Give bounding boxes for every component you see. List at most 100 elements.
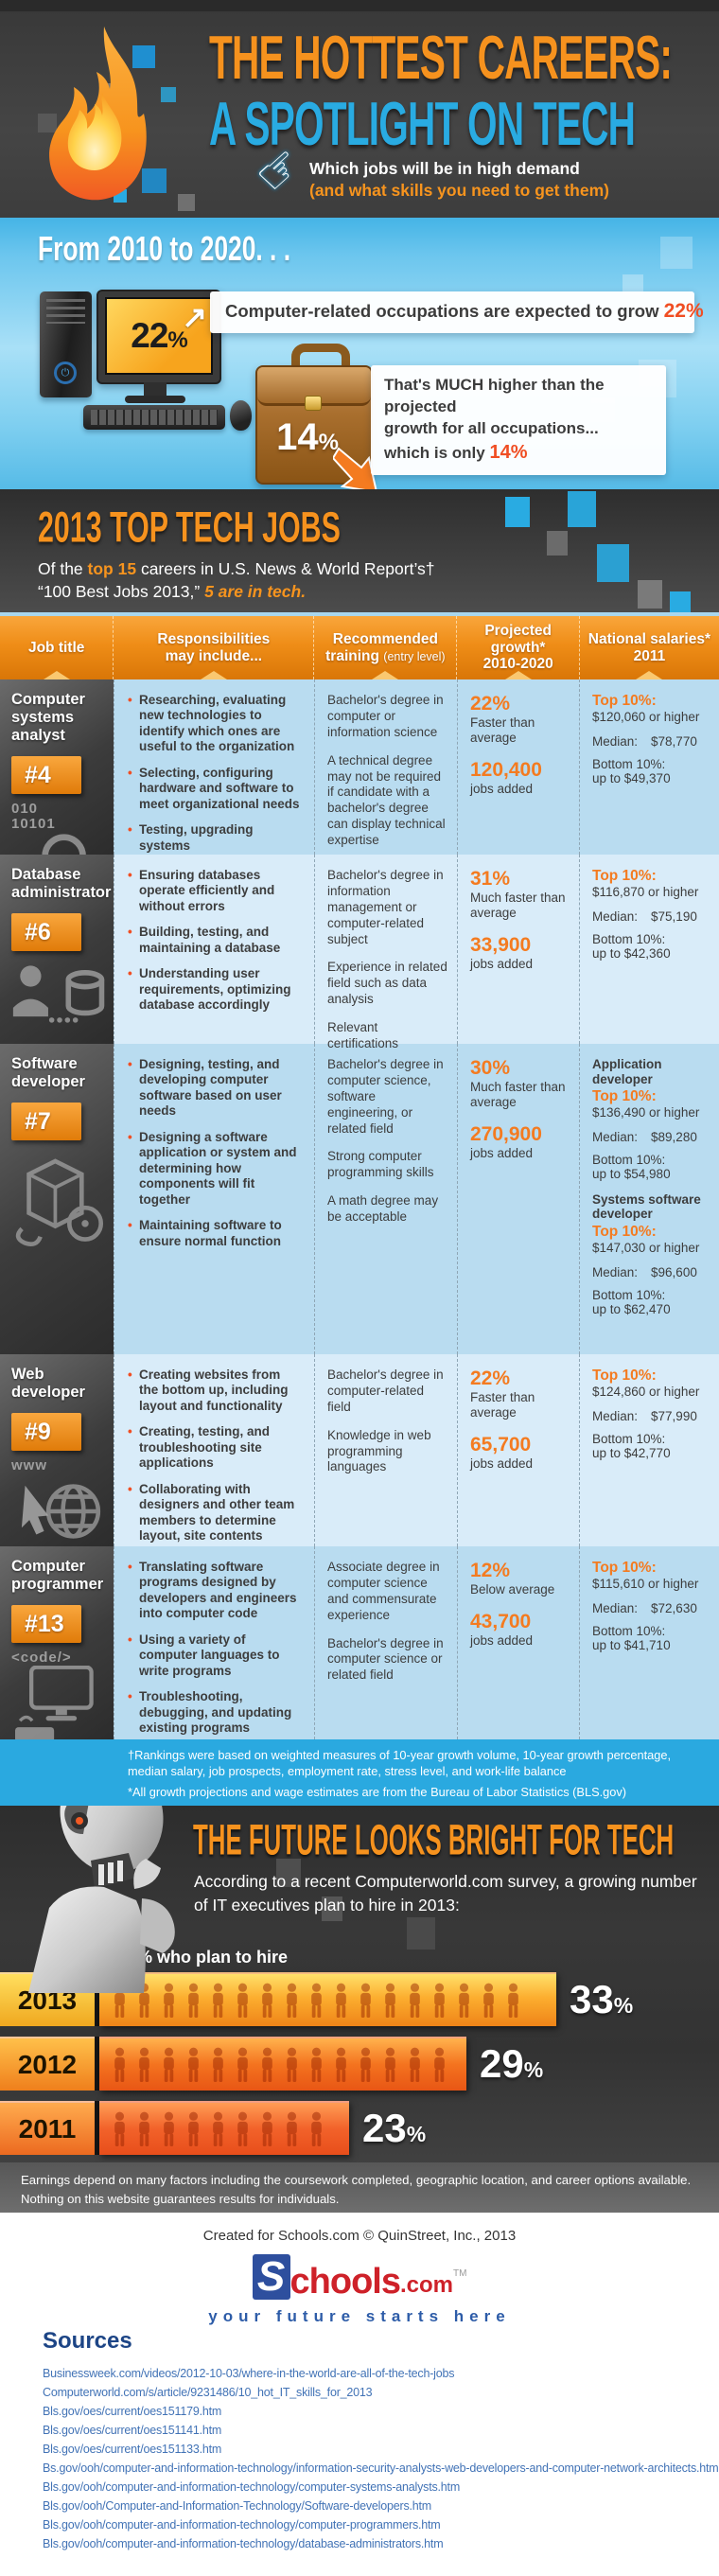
bar-divider (95, 2037, 99, 2091)
rank-badge: #6 (11, 912, 81, 951)
job-icon-caption: 010 (11, 800, 39, 817)
top10-label: Top 10%: (592, 868, 657, 884)
col-header-training: Recommended training (entry level) (313, 616, 456, 679)
growth-callout-all-occupations: That's MUCH higher than the projected gr… (371, 365, 666, 475)
col-header-growth: Projected growth* 2010-2020 (456, 616, 578, 679)
bottom10-value: up to $42,770 (592, 1445, 671, 1460)
median-row: Median: $89,280 (592, 1130, 711, 1144)
decor-square (505, 497, 530, 527)
median-row: Median: $75,190 (592, 909, 711, 924)
job-icon-caption: <code/> (11, 1649, 72, 1666)
mouse-illustration (230, 400, 252, 431)
logo-wordmark: chools (289, 2262, 401, 2302)
job-title-cell: Software developer #7 (0, 1044, 114, 1354)
source-link[interactable]: Businessweek.com/videos/2012-10-03/where… (43, 2367, 455, 2380)
responsibilities-cell: Creating websites from the bottom up, in… (114, 1354, 314, 1546)
source-link[interactable]: Bls.gov/oes/current/oes151133.htm (43, 2443, 222, 2456)
year-label: 2012 (0, 2037, 95, 2091)
median-value: $89,280 (651, 1129, 697, 1144)
decor-square (322, 1897, 342, 1921)
source-link[interactable]: Bls.gov/ooh/Computer-and-Information-Tec… (43, 2499, 432, 2513)
rank-badge: #13 (11, 1604, 81, 1643)
bar-divider (95, 1972, 99, 2026)
median-row: Median: $96,600 (592, 1265, 711, 1279)
growth-cell: 31% Much faster than average 33,900 jobs ad… (457, 855, 579, 1044)
jobs-added-value: 270,900 (470, 1123, 542, 1146)
growth-cell: 30% Much faster than average 270,900 jobs a… (457, 1044, 579, 1354)
training-item: Relevant certifications (327, 1020, 399, 1050)
bottom10-row: Bottom 10%: up to $49,370 (592, 757, 711, 785)
future-subtitle-line2: of IT executives plan to hire in 2013: (194, 1896, 460, 1914)
bar-divider (95, 2101, 99, 2155)
hero-subtitle-line2: (and what skills you need to get them) (309, 181, 609, 200)
earnings-disclaimer: Earnings depend on many factors includin… (21, 2173, 692, 2207)
job-icon-caption: www (11, 1456, 48, 1473)
future-heading: THE FUTURE LOOKS BRIGHT FOR TECH (193, 1817, 675, 1865)
growth-label: Much faster than average (470, 1080, 566, 1110)
top10-label: Top 10%: (592, 1560, 657, 1576)
source-link[interactable]: Bls.gov/oes/current/oes151179.htm (43, 2405, 222, 2418)
responsibility-item: Creating, testing, and troubleshooting s… (128, 1424, 303, 1471)
callout-highlight: 14% (489, 441, 528, 463)
footer-section: Created for Schools.com © QuinStreet, In… (0, 2213, 719, 2576)
monitor-screen: 22% ↗ (105, 297, 213, 375)
job-title-cell: Computer programmer #13 <code/> (0, 1546, 114, 1739)
created-for-line: Created for Schools.com © QuinStreet, In… (202, 2228, 517, 2244)
responsibility-item: Collaborating with designers and other t… (128, 1482, 303, 1544)
training-item: A math degree may be acceptable (327, 1193, 439, 1224)
responsibility-item: Building, testing, and maintaining a dat… (128, 925, 303, 956)
decor-square (547, 531, 568, 556)
median-label: Median: (592, 1600, 639, 1615)
responsibilities-cell: Researching, evaluating new technologies… (114, 679, 314, 855)
callout-line: which is only 14% (384, 441, 528, 463)
bls-footnote: *All growth projections and wage estimat… (128, 1785, 627, 1800)
source-link[interactable]: Bs.gov/ooh/computer-and-information-tech… (43, 2461, 719, 2475)
bottom10-value: up to $42,360 (592, 945, 671, 961)
salary-group: Top 10%: $124,860 or higher Median: $77,990… (592, 1367, 711, 1460)
training-item: Knowledge in web programming languages (327, 1427, 431, 1474)
growth-percent: 30% (470, 1057, 511, 1079)
training-item: Associate degree in computer science and… (327, 1560, 440, 1622)
source-link[interactable]: Computerworld.com/s/article/9231486/10_h… (43, 2386, 373, 2399)
jobs-added-value: 33,900 (470, 934, 532, 957)
computer-monitor-illustration: 22% ↗ (96, 290, 221, 384)
training-cell: Associate degree in computer science and… (314, 1546, 457, 1739)
salary-group-heading: Systems software developer (592, 1191, 701, 1222)
briefcase-clasp (305, 396, 322, 411)
training-item: A technical degree may not be required i… (327, 752, 446, 847)
responsibility-item: Troubleshooting, debugging, and updating… (128, 1689, 303, 1736)
hiring-bar-chart: 2013 33% 2012 29% 2011 23% (0, 1972, 719, 2165)
up-arrow-icon: ↗ (182, 300, 207, 334)
source-link[interactable]: Bls.gov/ooh/computer-and-information-tec… (43, 2518, 441, 2532)
responsibility-item: Translating software programs designed b… (128, 1560, 303, 1622)
growth-cell: 22% Faster than average 65,700 jobs added (457, 1354, 579, 1546)
training-item: Bachelor's degree in computer science, s… (327, 1057, 444, 1136)
job-icon-code-monitor: <code/> (11, 1650, 106, 1739)
growth-cell: 22% Faster than average 120,400 jobs added (457, 679, 579, 855)
source-link[interactable]: Bls.gov/oes/current/oes151141.htm (43, 2424, 222, 2437)
bottom10-row: Bottom 10%: up to $42,360 (592, 932, 711, 961)
top-strip (0, 0, 719, 11)
callout-line: growth for all occupations... (384, 418, 599, 437)
growth-percent: 22% (470, 1367, 511, 1389)
responsibilities-cell: Ensuring databases operate efficiently a… (114, 855, 314, 1044)
source-link[interactable]: Bls.gov/ooh/computer-and-information-tec… (43, 2537, 444, 2550)
responsibility-item: Researching, evaluating new technologies… (128, 693, 303, 755)
callout-line: That's MUCH higher than the projected (384, 376, 605, 415)
median-label: Median: (592, 1129, 639, 1144)
decor-square (276, 1859, 301, 1887)
salary-group: Top 10%: $116,870 or higher Median: $75,190… (592, 868, 711, 961)
logo-tld: .com (400, 2272, 454, 2299)
bottom10-label: Bottom 10%: (592, 1287, 666, 1302)
source-link[interactable]: Bls.gov/ooh/computer-and-information-tec… (43, 2480, 461, 2494)
training-cell: Bachelor's degree in computer-related fi… (314, 1354, 457, 1546)
jobs-added-value: 120,400 (470, 759, 542, 782)
responsibility-item: Ensuring databases operate efficiently a… (128, 868, 303, 914)
down-arrow-icon (333, 447, 377, 489)
hero-title-line1: THE HOTTEST CAREERS: (209, 24, 673, 93)
hire-bar (99, 2101, 349, 2155)
decor-square (407, 1917, 435, 1950)
col-header-salaries: National salaries* 2011 (578, 616, 719, 679)
bottom10-row: Bottom 10%: up to $62,470 (592, 1288, 711, 1316)
bottom10-row: Bottom 10%: up to $41,710 (592, 1624, 711, 1652)
